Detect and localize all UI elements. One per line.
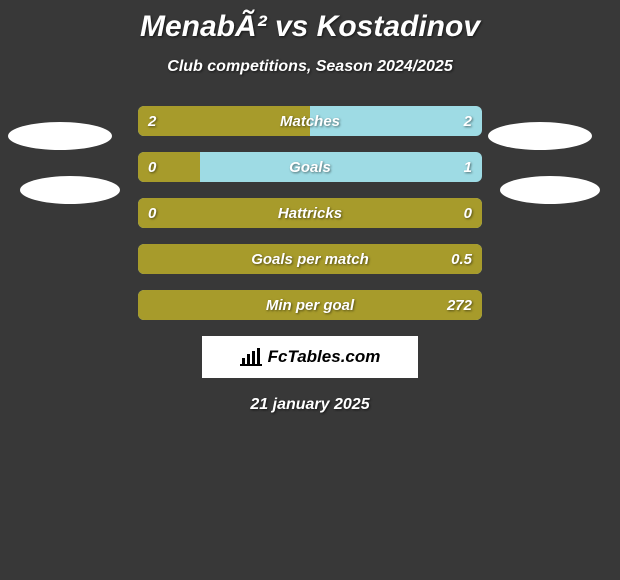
stat-label: Matches xyxy=(138,106,482,136)
stat-label: Min per goal xyxy=(138,290,482,320)
stat-row: Matches2 2 xyxy=(138,106,482,136)
stat-label: Goals per match xyxy=(138,244,482,274)
player-ellipse xyxy=(8,122,112,150)
stat-label: Hattricks xyxy=(138,198,482,228)
stat-value-left: 2 xyxy=(148,106,156,136)
stat-value-right: 1 xyxy=(464,152,472,182)
stat-label: Goals xyxy=(138,152,482,182)
player-ellipse xyxy=(488,122,592,150)
subtitle: Club competitions, Season 2024/2025 xyxy=(0,58,620,76)
comparison-rows: Matches22Goals01Hattricks00Goals per mat… xyxy=(138,106,482,320)
page-title: MenabÃ² vs Kostadinov xyxy=(0,0,620,44)
stat-row: Goals0 1 xyxy=(138,152,482,182)
stat-row: Goals per match0.5 xyxy=(138,244,482,274)
stat-value-left: 0 xyxy=(148,198,156,228)
stat-value-right: 272 xyxy=(447,290,472,320)
date-label: 21 january 2025 xyxy=(0,396,620,414)
stat-value-left: 0 xyxy=(148,152,156,182)
player-ellipse xyxy=(500,176,600,204)
stat-value-right: 0 xyxy=(464,198,472,228)
stat-row: Min per goal272 xyxy=(138,290,482,320)
stat-value-right: 0.5 xyxy=(451,244,472,274)
brand-box: FcTables.com xyxy=(202,336,418,378)
brand-label: FcTables.com xyxy=(268,347,381,367)
stat-value-right: 2 xyxy=(464,106,472,136)
stat-row: Hattricks0 0 xyxy=(138,198,482,228)
brand-chart-icon xyxy=(240,348,262,366)
player-ellipse xyxy=(20,176,120,204)
